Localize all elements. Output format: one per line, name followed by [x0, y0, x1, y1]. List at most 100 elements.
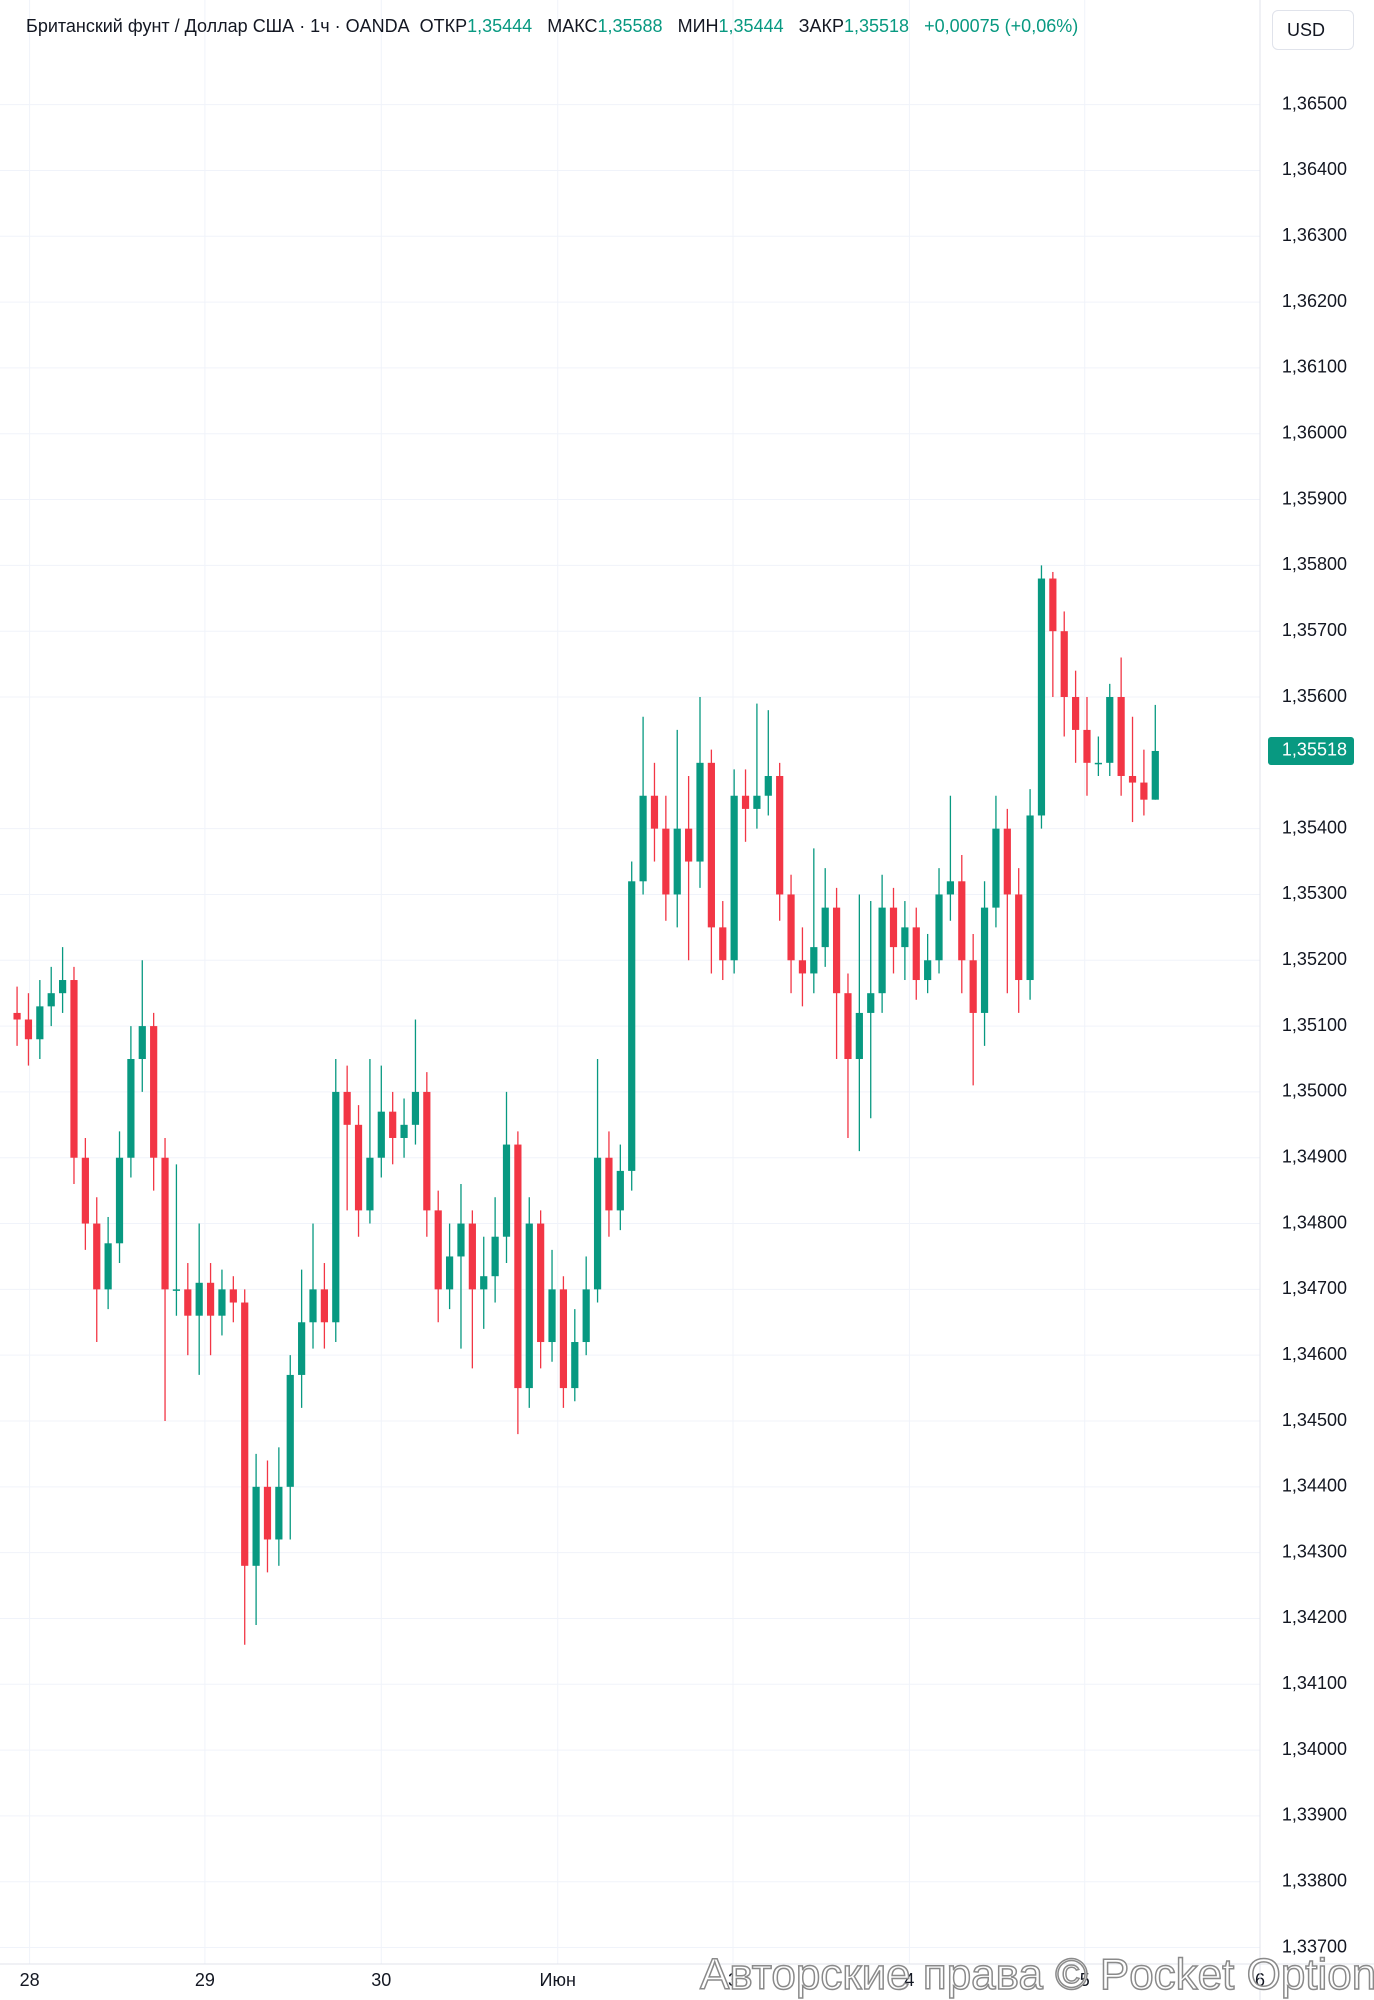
candle-body — [764, 775, 772, 796]
y-tick-label: 1,36500 — [1282, 93, 1347, 113]
candle-body — [798, 960, 807, 974]
candle-body — [1094, 762, 1102, 765]
candle-body — [946, 881, 955, 895]
candle-body — [184, 1289, 192, 1316]
candle-body — [867, 993, 875, 1013]
candle-body — [571, 1342, 579, 1389]
y-tick-label: 1,34200 — [1282, 1607, 1347, 1627]
x-tick-label: 29 — [195, 1970, 215, 1990]
x-tick-label: 30 — [371, 1970, 391, 1990]
y-tick-label: 1,35700 — [1282, 620, 1347, 640]
candle-body — [172, 1289, 181, 1291]
candle-body — [445, 1256, 454, 1290]
x-tick-label: 5 — [1080, 1970, 1090, 1990]
header: Британский фунт / Доллар США · 1ч · OAND… — [26, 16, 1088, 37]
candle-body — [878, 907, 886, 994]
candle-body — [685, 828, 693, 862]
candle-body — [36, 1006, 44, 1040]
candle-body — [1151, 750, 1159, 800]
candle-body — [821, 907, 829, 948]
candle-body — [468, 1223, 476, 1290]
candle-body — [628, 881, 636, 1171]
candle-body — [650, 795, 659, 829]
candle-body — [252, 1486, 260, 1566]
candle-body — [354, 1124, 363, 1211]
y-tick-label: 1,35600 — [1282, 686, 1347, 706]
candle-body — [1049, 578, 1057, 632]
y-tick-label: 1,36000 — [1282, 422, 1347, 442]
y-tick-label: 1,35400 — [1282, 817, 1347, 837]
high-value: 1,35588 — [597, 16, 663, 36]
candle-body — [832, 907, 841, 994]
low-label: МИН — [677, 16, 719, 36]
candle-body — [13, 1012, 21, 1020]
candle-body — [47, 993, 55, 1007]
y-tick-label: 1,34100 — [1282, 1673, 1347, 1693]
candle-body — [218, 1289, 226, 1316]
candle-body — [366, 1157, 374, 1211]
candle-body — [434, 1210, 442, 1290]
candle-body — [480, 1276, 488, 1290]
candle-body — [1117, 697, 1125, 776]
candle-body — [1128, 775, 1137, 783]
candle-body — [673, 828, 681, 895]
candle-body — [605, 1157, 613, 1211]
candle-body — [161, 1157, 169, 1290]
currency-button[interactable]: USD — [1272, 10, 1354, 50]
open-value: 1,35444 — [467, 16, 533, 36]
candle-body — [525, 1223, 533, 1389]
candle-body — [707, 762, 715, 928]
candle-body — [70, 980, 78, 1158]
candle-body — [81, 1157, 89, 1224]
candle-body — [935, 894, 943, 961]
candle-body — [127, 1059, 135, 1158]
candle-body — [1060, 631, 1068, 698]
candle-body — [844, 993, 852, 1060]
candle-body — [741, 795, 750, 809]
candle-body — [411, 1091, 420, 1125]
candle-body — [502, 1144, 511, 1237]
candle-body — [559, 1289, 568, 1389]
candle-body — [662, 828, 670, 895]
candle-body — [320, 1289, 328, 1323]
candle-body — [514, 1144, 522, 1389]
y-tick-label: 1,35100 — [1282, 1015, 1347, 1035]
y-tick-label: 1,34500 — [1282, 1410, 1347, 1430]
candle-body — [1072, 697, 1080, 730]
candle-body — [332, 1091, 340, 1323]
watermark: Авторские права © Pocket Option — [699, 1949, 1374, 2000]
y-tick-label: 1,35900 — [1282, 488, 1347, 508]
close-label: ЗАКР — [798, 16, 844, 36]
candle-body — [855, 1012, 863, 1060]
close-value: 1,35518 — [844, 16, 910, 36]
y-tick-label: 1,36400 — [1282, 159, 1347, 179]
candle-body — [115, 1157, 124, 1244]
candle-body — [593, 1157, 602, 1290]
candle-body — [286, 1374, 294, 1487]
last-price-box — [1268, 736, 1354, 765]
candle-body — [309, 1289, 317, 1323]
candle-body — [377, 1111, 385, 1158]
open-label: ОТКР — [419, 16, 468, 36]
x-tick-label: 4 — [904, 1970, 914, 1990]
candle-body — [548, 1289, 556, 1343]
candle-body — [719, 927, 727, 961]
candle-body — [491, 1236, 499, 1277]
candle-body — [241, 1302, 249, 1566]
candle-body — [787, 894, 795, 961]
low-value: 1,35444 — [718, 16, 784, 36]
candle-body — [59, 980, 67, 994]
candle-body — [263, 1486, 272, 1540]
y-tick-label: 1,36100 — [1282, 357, 1347, 377]
candle-body — [24, 1019, 33, 1040]
candle-body — [400, 1124, 408, 1138]
candle-body — [810, 947, 818, 974]
candle-body — [389, 1111, 397, 1138]
candle-body — [924, 960, 932, 981]
candle-body — [730, 795, 738, 961]
y-tick-label: 1,35200 — [1282, 949, 1347, 969]
candle-body — [275, 1486, 283, 1540]
candle-body — [753, 795, 761, 809]
